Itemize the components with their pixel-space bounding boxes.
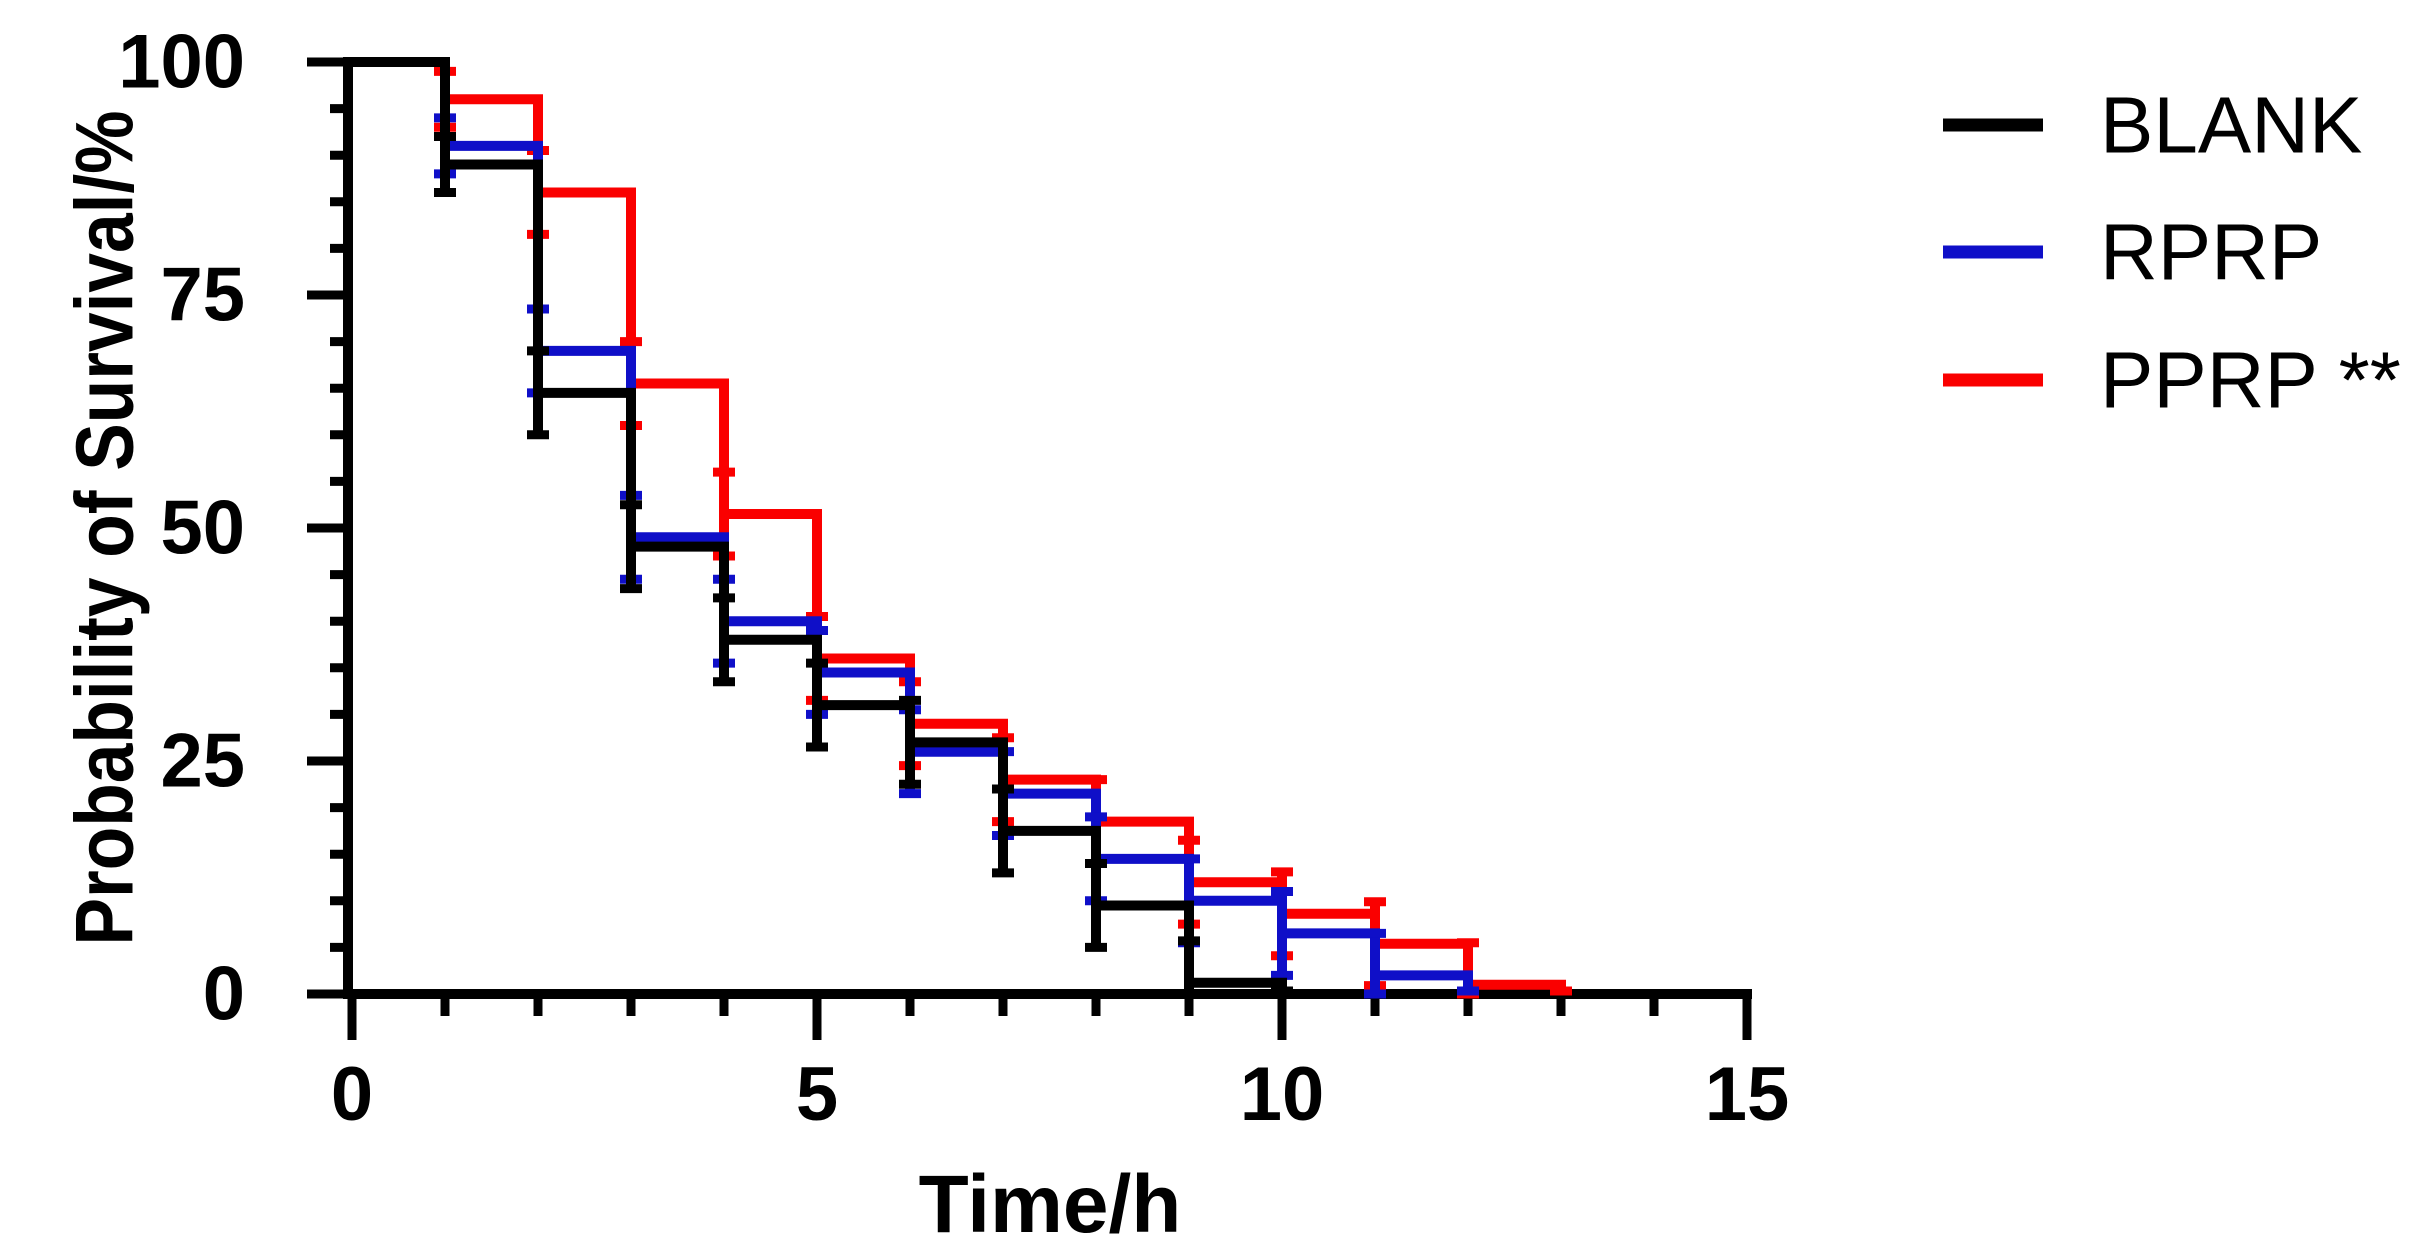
x-tick-label-5: 5 xyxy=(796,1052,838,1137)
series-rprp xyxy=(343,57,1479,999)
legend: BLANK RPRP PPRP ** xyxy=(1943,81,2401,425)
y-tick-label-0: 0 xyxy=(203,952,245,1037)
plot-axes: 0 25 50 75 100 0 5 10 15 xyxy=(118,20,1789,1138)
y-tick-label-50: 50 xyxy=(160,486,245,571)
legend-item-rprp: RPRP xyxy=(1943,208,2322,297)
legend-item-blank: BLANK xyxy=(1943,81,2362,170)
y-tick-label-75: 75 xyxy=(160,253,245,338)
legend-label-blank: BLANK xyxy=(2100,81,2362,170)
survival-curves xyxy=(343,57,1572,999)
x-axis-title: Time/h xyxy=(919,1159,1182,1250)
x-tick-label-0: 0 xyxy=(331,1052,373,1137)
series-line-rprp xyxy=(343,57,1473,994)
series-line-pprp xyxy=(343,57,1566,994)
legend-label-rprp: RPRP xyxy=(2100,208,2322,297)
legend-item-pprp: PPRP ** xyxy=(1943,336,2401,425)
y-axis-title: Probability of Survival/% xyxy=(60,111,151,946)
series-pprp xyxy=(343,57,1572,999)
x-tick-label-15: 15 xyxy=(1705,1052,1790,1137)
y-tick-label-25: 25 xyxy=(160,719,245,804)
x-tick-label-10: 10 xyxy=(1240,1052,1325,1137)
y-tick-label-100: 100 xyxy=(118,20,245,105)
series-blank xyxy=(343,57,1293,999)
legend-label-pprp: PPRP ** xyxy=(2100,336,2401,425)
